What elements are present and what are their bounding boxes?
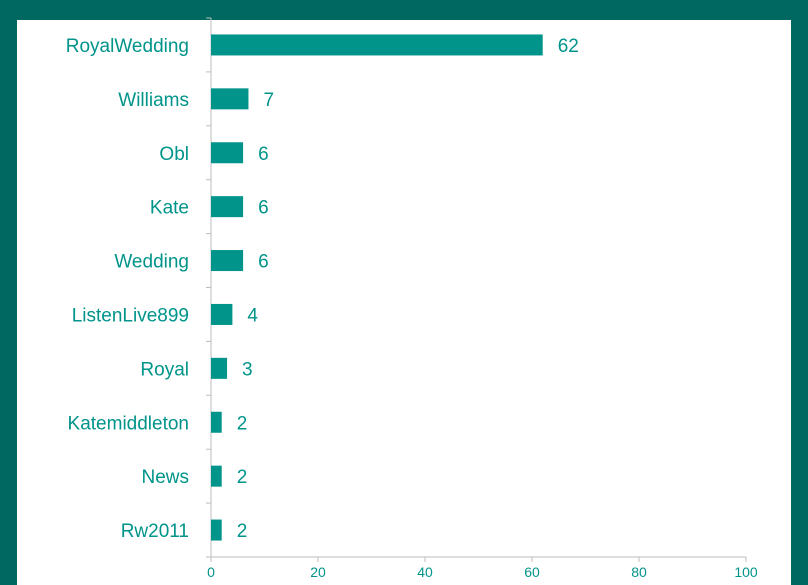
data-label: 6 [258, 252, 269, 273]
bar [211, 250, 244, 272]
bar [211, 357, 228, 379]
data-label: 3 [242, 359, 253, 380]
x-tick-label: 40 [417, 564, 433, 580]
frame-border-top [0, 0, 808, 20]
category-label: Kate [150, 198, 189, 219]
bar [211, 88, 249, 110]
category-label: ListenLive899 [72, 305, 189, 326]
category-label: Rw2011 [121, 521, 189, 542]
data-label: 6 [258, 144, 269, 165]
bar [211, 303, 233, 325]
x-tick-label: 0 [207, 564, 215, 580]
category-label: Wedding [114, 252, 189, 273]
bar [211, 196, 244, 218]
frame-border-right [791, 0, 808, 585]
data-label: 7 [263, 90, 274, 111]
category-label: Obl [159, 144, 189, 165]
category-label: Katemiddleton [68, 413, 189, 434]
category-label: Williams [118, 90, 189, 111]
data-label: 2 [237, 467, 248, 488]
x-tick-label: 60 [524, 564, 540, 580]
plot-background [17, 20, 791, 585]
bar [211, 519, 222, 541]
category-label: Royal [140, 359, 189, 380]
bar [211, 411, 222, 433]
data-label: 4 [247, 305, 258, 326]
data-label: 2 [237, 521, 248, 542]
bar [211, 465, 222, 487]
category-label: RoyalWedding [66, 36, 189, 57]
category-label: News [141, 467, 189, 488]
frame-border-left [0, 0, 17, 585]
x-tick-label: 100 [734, 564, 758, 580]
x-tick-label: 20 [310, 564, 326, 580]
data-label: 6 [258, 198, 269, 219]
x-tick-label: 80 [631, 564, 647, 580]
bar [211, 34, 543, 56]
data-label: 2 [237, 413, 248, 434]
data-label: 62 [558, 36, 579, 57]
bar [211, 142, 244, 164]
